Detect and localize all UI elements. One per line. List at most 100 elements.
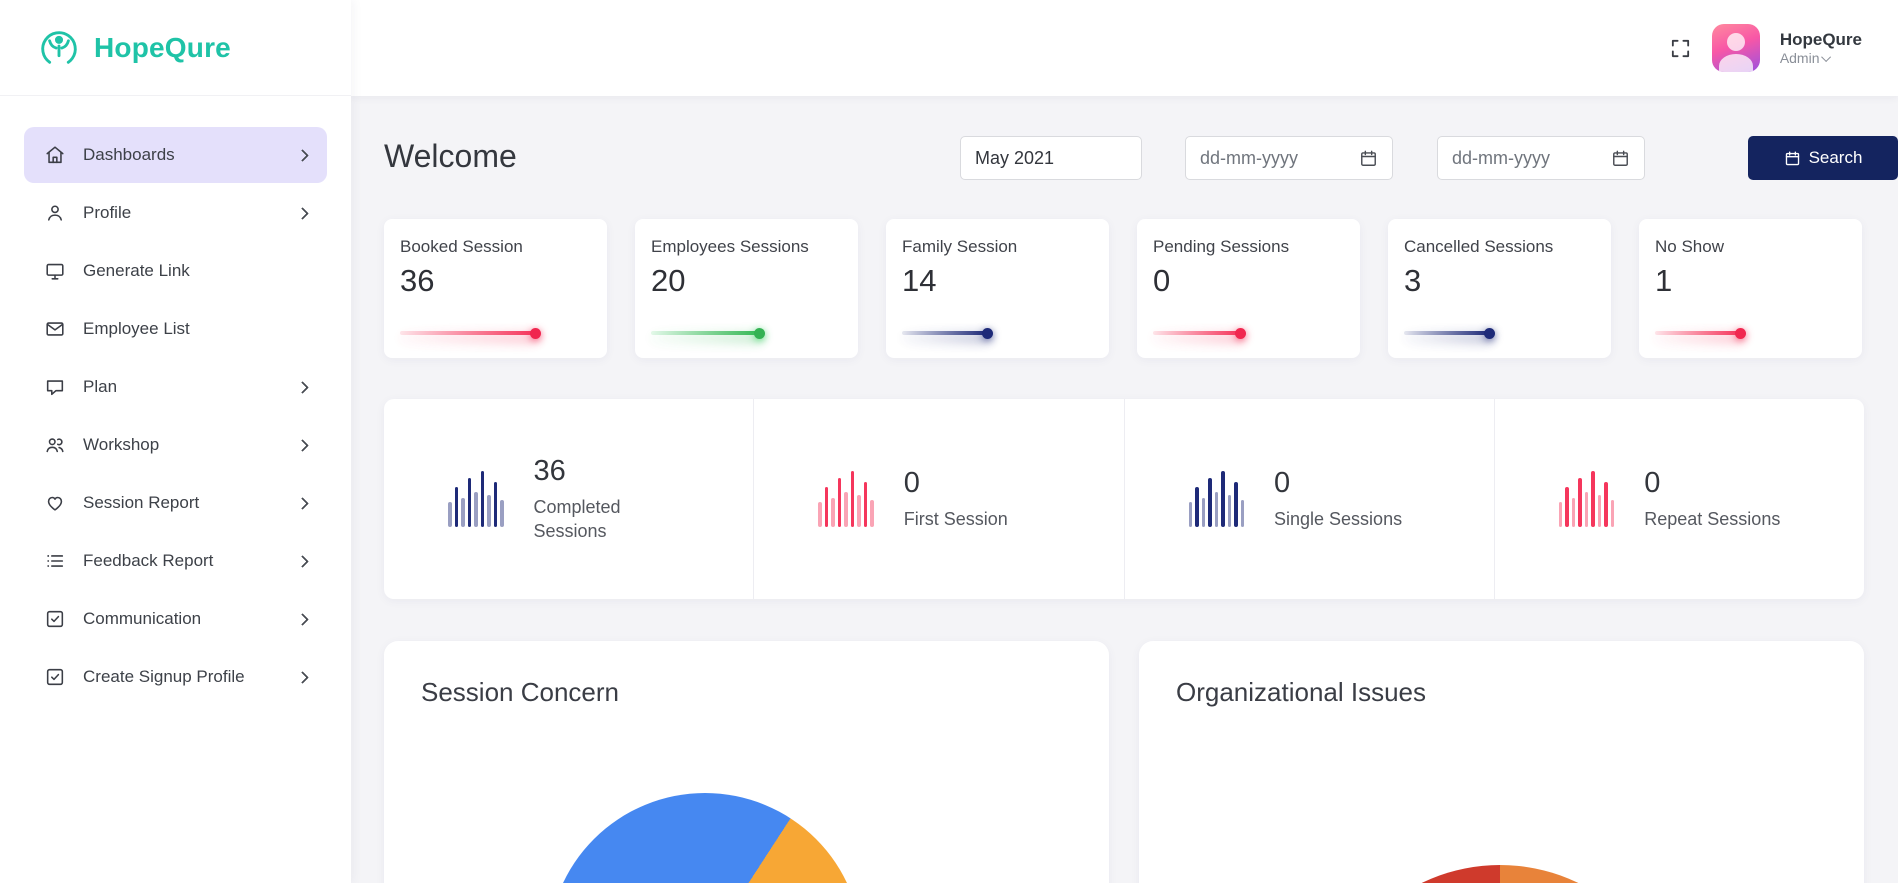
stat-label: Booked Session — [400, 237, 523, 256]
summary-value: 0 — [1644, 466, 1661, 499]
check-square-icon — [46, 668, 64, 686]
user-role-dropdown[interactable]: Admin — [1780, 50, 1862, 68]
user-name: HopeQure — [1779, 29, 1862, 49]
stat-slider[interactable] — [902, 328, 1093, 339]
stat-label: No Show — [1655, 237, 1724, 256]
brand-name: HopeQure — [94, 31, 231, 63]
slider-handle[interactable] — [529, 328, 541, 339]
stat-slider[interactable] — [1404, 328, 1595, 339]
stat-value: 36 — [400, 263, 435, 298]
stats-row: Booked Session 36 Employees Sessions 20 … — [384, 219, 1864, 358]
sidebar-item-session-report[interactable]: Session Report — [24, 475, 327, 531]
stat-value: 1 — [1655, 263, 1673, 298]
sidebar-item-label: Dashboards — [83, 145, 175, 164]
slider-handle[interactable] — [1234, 328, 1246, 339]
summary-completed-sessions: 36 Completed Sessions — [384, 399, 755, 599]
date-to-input[interactable]: dd-mm-yyyy — [1437, 136, 1645, 180]
chevron-right-icon — [296, 670, 309, 684]
slider-handle[interactable] — [981, 328, 993, 339]
organizational-issues-pie-chart[interactable] — [1320, 865, 1680, 883]
sidebar-item-communication[interactable]: Communication — [24, 591, 327, 647]
brand-logo[interactable]: HopeQure — [0, 0, 351, 96]
slider-track — [902, 331, 988, 335]
user-icon — [47, 205, 63, 221]
stat-slider[interactable] — [400, 328, 591, 339]
list-icon — [47, 555, 64, 567]
stat-slider[interactable] — [651, 328, 842, 339]
summary-value: 36 — [533, 454, 566, 487]
stat-label: Pending Sessions — [1153, 237, 1290, 256]
sidebar-item-plan[interactable]: Plan — [24, 359, 327, 415]
chevron-right-icon — [296, 554, 309, 568]
sidebar-item-workshop[interactable]: Workshop — [24, 417, 327, 473]
date-from-placeholder: dd-mm-yyyy — [1200, 147, 1298, 168]
stat-card-booked-session: Booked Session 36 — [384, 219, 607, 358]
search-button[interactable]: Search — [1748, 136, 1898, 180]
search-button-label: Search — [1808, 148, 1863, 167]
sidebar-item-label: Session Report — [83, 493, 200, 512]
summary-value: 0 — [903, 466, 920, 499]
summary-first-session: 0 First Session — [754, 399, 1125, 599]
slider-handle[interactable] — [1483, 328, 1495, 339]
summary-single-sessions: 0 Single Sessions — [1125, 399, 1495, 599]
chevron-right-icon — [296, 612, 309, 626]
stat-slider[interactable] — [1655, 328, 1846, 339]
user-menu[interactable]: HopeQure Admin — [1780, 29, 1862, 68]
slider-track — [651, 331, 760, 335]
check-square-icon — [46, 610, 64, 628]
sidebar-item-dashboards[interactable]: Dashboards — [24, 127, 327, 183]
sidebar: HopeQure Dashboards Profile Generate Lin… — [0, 0, 351, 883]
chart-title: Organizational Issues — [1176, 677, 1427, 707]
slider-handle[interactable] — [753, 328, 765, 339]
summary-label: Repeat Sessions — [1644, 508, 1781, 529]
sidebar-item-label: Workshop — [83, 435, 160, 454]
stat-value: 14 — [902, 263, 937, 298]
main-content: Welcome May 2021 dd-mm-yyyy dd-mm-yyyy S… — [351, 96, 1898, 883]
fullscreen-button[interactable] — [1669, 37, 1692, 60]
fullscreen-icon — [1671, 39, 1689, 57]
stat-card-family-session: Family Session 14 — [886, 219, 1109, 358]
calendar-icon — [1785, 150, 1799, 165]
organizational-issues-chart-card: Organizational Issues — [1139, 641, 1864, 883]
bar-chart-icon — [1188, 471, 1244, 527]
summary-repeat-sessions: 0 Repeat Sessions — [1495, 399, 1864, 599]
month-picker-input[interactable]: May 2021 — [960, 136, 1142, 180]
toolbar: Welcome May 2021 dd-mm-yyyy dd-mm-yyyy S… — [384, 136, 1898, 180]
stat-card-cancelled-sessions: Cancelled Sessions 3 — [1388, 219, 1611, 358]
sidebar-item-profile[interactable]: Profile — [24, 185, 327, 241]
sidebar-item-generate-link[interactable]: Generate Link — [24, 243, 327, 299]
calendar-icon — [1613, 150, 1628, 166]
sidebar-item-employee-list[interactable]: Employee List — [24, 301, 327, 357]
stat-card-pending-sessions: Pending Sessions 0 — [1137, 219, 1360, 358]
chevron-right-icon — [296, 496, 309, 510]
stat-label: Family Session — [902, 237, 1018, 256]
stat-value: 20 — [651, 263, 686, 298]
sidebar-item-label: Employee List — [83, 319, 190, 338]
sidebar-item-feedback-report[interactable]: Feedback Report — [24, 533, 327, 589]
slider-handle[interactable] — [1734, 328, 1746, 339]
user-avatar[interactable] — [1711, 24, 1760, 72]
summary-label: Completed Sessions — [533, 496, 621, 541]
bar-chart-icon — [448, 471, 504, 527]
users-icon — [46, 438, 64, 453]
chevron-right-icon — [296, 380, 309, 394]
sidebar-item-label: Plan — [83, 377, 118, 396]
page-title: Welcome — [384, 138, 517, 174]
stat-value: 3 — [1404, 263, 1422, 298]
stat-label: Cancelled Sessions — [1404, 237, 1554, 256]
home-icon — [46, 146, 64, 164]
monitor-icon — [46, 263, 64, 280]
chevron-right-icon — [296, 438, 309, 452]
slider-track — [1404, 331, 1490, 335]
chart-title: Session Concern — [421, 677, 619, 707]
stat-value: 0 — [1153, 263, 1171, 298]
stat-card-employees-sessions: Employees Sessions 20 — [635, 219, 858, 358]
envelope-icon — [46, 322, 64, 336]
hopequre-logo-icon — [36, 25, 82, 71]
stat-slider[interactable] — [1153, 328, 1344, 339]
sidebar-item-create-signup-profile[interactable]: Create Signup Profile — [24, 649, 327, 705]
session-concern-pie-chart[interactable] — [548, 793, 862, 883]
date-from-input[interactable]: dd-mm-yyyy — [1185, 136, 1393, 180]
chat-icon — [46, 380, 64, 396]
calendar-icon — [1361, 150, 1376, 166]
